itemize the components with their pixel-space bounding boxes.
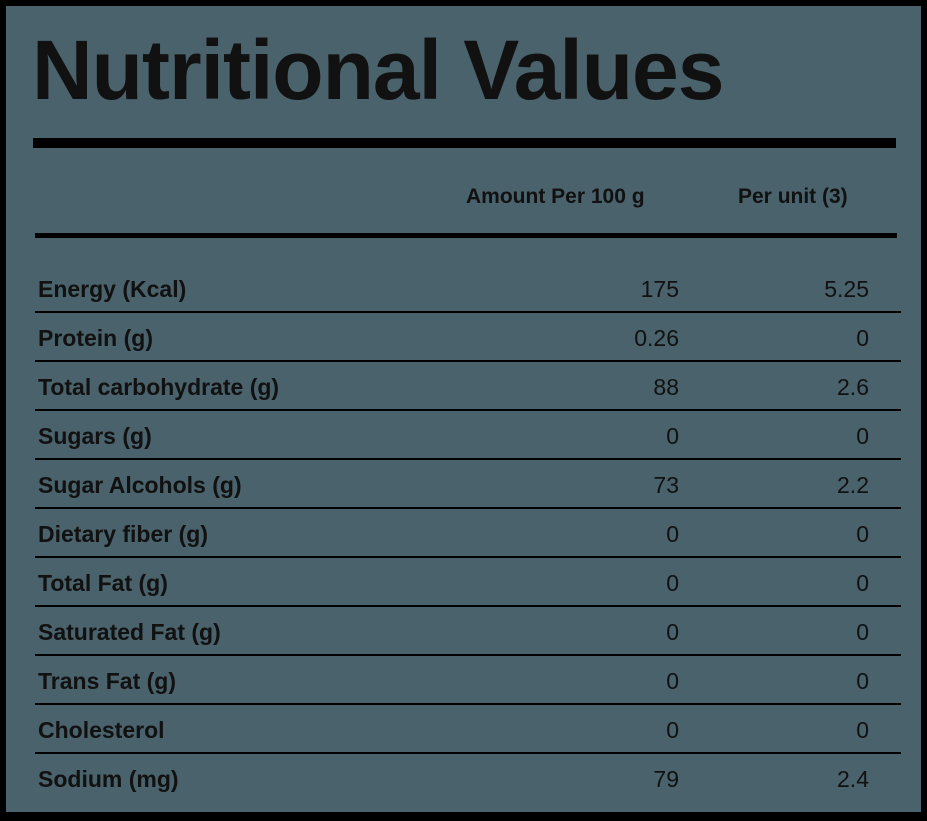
row-label: Saturated Fat (g) [38,619,221,645]
row-per-unit: 0 [856,325,869,351]
row-label: Trans Fat (g) [38,668,177,694]
column-header-amount: Amount Per 100 g [466,185,645,208]
row-amount: 0.26 [634,325,679,351]
table-row: Sugars (g) 0 0 [35,411,901,460]
row-per-unit: 0 [856,668,869,694]
row-label: Sodium (mg) [38,766,179,792]
table-row: Total Fat (g) 0 0 [35,558,901,607]
row-per-unit: 2.2 [837,472,869,498]
row-amount: 0 [666,570,679,596]
row-label: Total carbohydrate (g) [38,374,280,400]
row-label: Protein (g) [38,325,153,351]
header-divider [35,233,897,238]
row-label: Energy (Kcal) [38,276,187,302]
row-amount: 73 [653,472,679,498]
row-per-unit: 2.4 [837,766,869,792]
row-per-unit: 0 [856,521,869,547]
table-row: Trans Fat (g) 0 0 [35,656,901,705]
row-amount: 0 [666,521,679,547]
table-row: Total carbohydrate (g) 88 2.6 [35,362,901,411]
row-label: Sugar Alcohols (g) [38,472,242,498]
row-amount: 0 [666,619,679,645]
page-title: Nutritional Values [32,23,724,117]
row-per-unit: 5.25 [824,276,869,302]
row-per-unit: 2.6 [837,374,869,400]
row-per-unit: 0 [856,570,869,596]
row-amount: 79 [653,766,679,792]
row-label: Sugars (g) [38,423,152,449]
row-amount: 88 [653,374,679,400]
row-amount: 0 [666,423,679,449]
table-row: Energy (Kcal) 175 5.25 [35,264,901,313]
table-row: Saturated Fat (g) 0 0 [35,607,901,656]
title-divider [33,138,896,148]
row-per-unit: 0 [856,619,869,645]
row-label: Dietary fiber (g) [38,521,208,547]
table-row: Cholesterol 0 0 [35,705,901,754]
row-amount: 175 [640,276,679,302]
row-per-unit: 0 [856,423,869,449]
table-row: Sodium (mg) 79 2.4 [35,754,901,803]
row-amount: 0 [666,668,679,694]
row-label: Cholesterol [38,717,165,743]
table-row: Sugar Alcohols (g) 73 2.2 [35,460,901,509]
row-per-unit: 0 [856,717,869,743]
table-row: Dietary fiber (g) 0 0 [35,509,901,558]
table-row: Protein (g) 0.26 0 [35,313,901,362]
column-header-per-unit: Per unit (3) [738,185,848,208]
row-label: Total Fat (g) [38,570,168,596]
row-amount: 0 [666,717,679,743]
nutrition-table: Energy (Kcal) 175 5.25 Protein (g) 0.26 … [35,264,901,803]
